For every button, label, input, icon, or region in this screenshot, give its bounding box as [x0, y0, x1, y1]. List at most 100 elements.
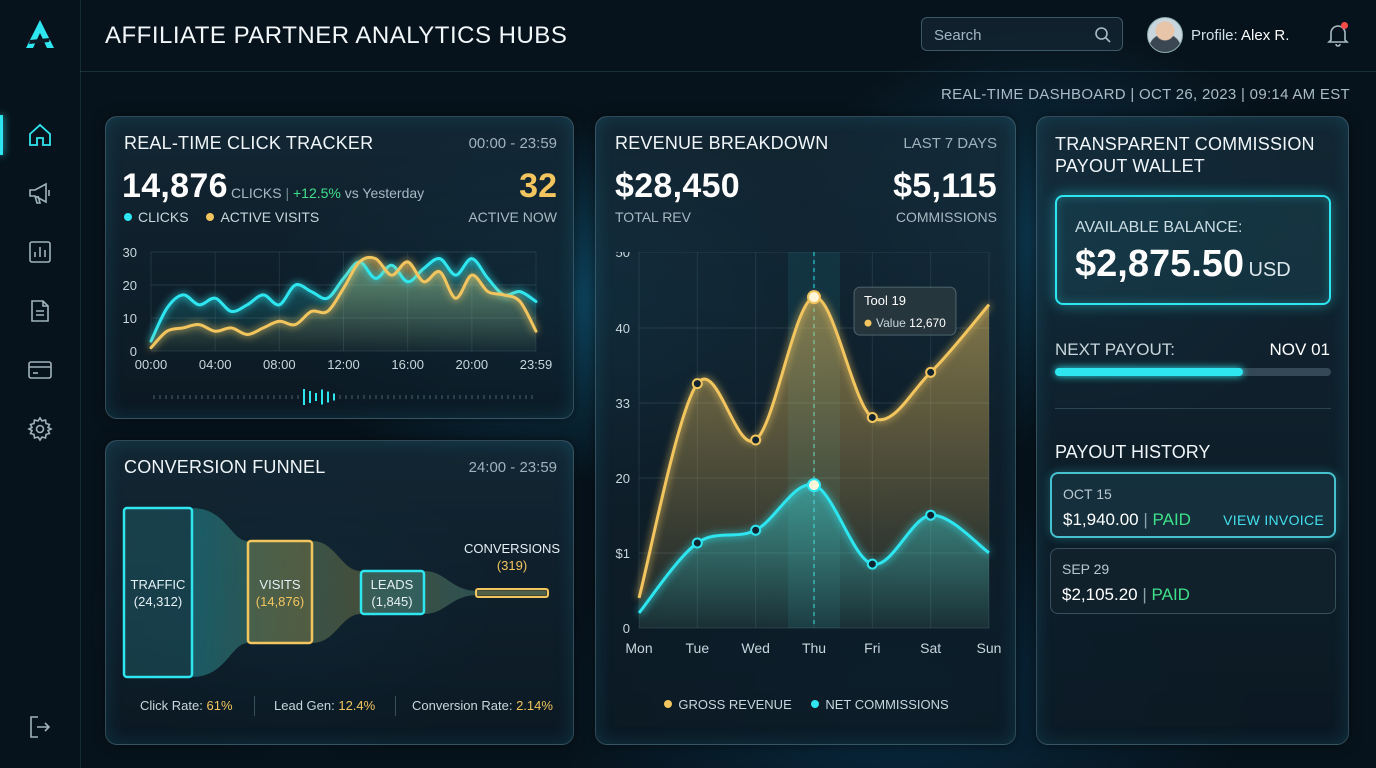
click-tracker-range[interactable]: 00:00 - 23:59 [468, 135, 557, 152]
funnel-stage-leads[interactable] [359, 569, 426, 616]
funnel-stage-visits[interactable] [246, 539, 314, 645]
payout-amount-value: $2,105.20 [1062, 585, 1138, 604]
sidebar-item-documents[interactable] [0, 289, 80, 333]
y-tick-label: 33 [616, 396, 630, 411]
megaphone-icon [29, 182, 50, 204]
document-icon [31, 300, 49, 322]
revenue-range[interactable]: LAST 7 DAYS [903, 135, 997, 152]
click-tracker-title: REAL-TIME CLICK TRACKER [124, 133, 374, 153]
tooltip-box [853, 286, 957, 336]
sidebar [0, 0, 81, 768]
y-tick-label: 10 [123, 311, 137, 326]
logout-button[interactable] [0, 705, 80, 749]
balance-amount: $2,875.50 USD [1075, 243, 1291, 286]
dashboard-timestamp: REAL-TIME DASHBOARD | OCT 26, 2023 | 09:… [940, 86, 1350, 103]
profile-menu[interactable]: Profile: Alex R. [1191, 27, 1289, 44]
stat-conversion-rate: Conversion Rate: 2.14% [412, 698, 553, 713]
x-tick-label: Thu [802, 640, 826, 656]
funnel-value-visits: (14,876) [256, 594, 304, 609]
funnel-graphic: TRAFFIC (24,312) VISITS (14,876) LEADS (… [122, 506, 560, 679]
payout-status: PAID [1152, 510, 1191, 529]
funnel-label-visits: VISITS [259, 577, 301, 592]
payout-date: OCT 15 [1063, 486, 1112, 502]
wallet-title-line1: TRANSPARENT COMMISSION [1055, 134, 1315, 154]
data-point [807, 478, 821, 493]
total-revenue-label: TOTAL REV [615, 209, 691, 225]
funnel-range[interactable]: 24:00 - 23:59 [468, 459, 557, 476]
next-payout-progress-fill [1055, 368, 1243, 376]
payout-wallet-card: TRANSPARENT COMMISSION PAYOUT WALLET AVA… [1036, 116, 1349, 745]
x-tick-label: 20:00 [456, 357, 489, 372]
wallet-title: TRANSPARENT COMMISSION PAYOUT WALLET [1055, 133, 1315, 177]
series-line-clicks [149, 257, 538, 343]
y-tick-label: 20 [123, 278, 137, 293]
legend-clicks: CLICKS [138, 209, 189, 225]
commissions-label: COMMISSIONS [895, 209, 997, 225]
x-tick-label: 00:00 [135, 357, 168, 372]
stat-lead-gen-value: 12.4% [338, 698, 376, 713]
y-tick-label: 50 [616, 252, 630, 260]
x-tick-label: Tue [686, 640, 710, 656]
avatar[interactable] [1147, 17, 1183, 53]
data-point [925, 366, 937, 378]
clicks-summary: CLICKS | +12.5% vs Yesterday [231, 185, 425, 201]
logout-icon [30, 716, 51, 738]
wallet-title-line2: PAYOUT WALLET [1055, 156, 1205, 176]
sidebar-item-home[interactable] [0, 113, 80, 157]
y-tick-label: 40 [616, 321, 630, 336]
x-tick-label: Fri [864, 640, 880, 656]
payout-history-item[interactable]: OCT 15 $1,940.00 | PAID VIEW INVOICE [1050, 472, 1336, 538]
x-tick-label: Mon [625, 640, 652, 656]
series-area [639, 484, 989, 628]
profile-prefix: Profile: [1191, 27, 1238, 44]
click-tracker-legend: CLICKS ACTIVE VISITS [124, 209, 319, 225]
legend-visits: ACTIVE VISITS [220, 209, 320, 225]
click-tracker-card: REAL-TIME CLICK TRACKER 00:00 - 23:59 14… [105, 116, 574, 419]
revenue-breakdown-card: REVENUE BREAKDOWN LAST 7 DAYS $28,450 TO… [595, 116, 1016, 745]
payout-history-item[interactable]: SEP 29 $2,105.20 | PAID [1050, 548, 1336, 614]
sidebar-item-campaigns[interactable] [0, 171, 80, 215]
funnel-stage-conversions[interactable] [475, 588, 549, 598]
funnel-label-leads: LEADS [371, 577, 414, 592]
clicks-label: CLICKS [231, 185, 282, 201]
stat-conversion-rate-label: Conversion Rate: [412, 698, 513, 713]
funnel-label-traffic: TRAFFIC [131, 577, 186, 592]
revenue-title: REVENUE BREAKDOWN [615, 133, 829, 153]
clicks-change: +12.5% [293, 185, 341, 201]
legend-gross: GROSS REVENUE [678, 697, 792, 712]
x-tick-label: 08:00 [263, 357, 296, 372]
series-line-active-visits [149, 255, 538, 350]
payout-amount: $1,940.00 | PAID [1063, 510, 1191, 529]
y-tick-label: 0 [130, 344, 137, 359]
search-input[interactable] [932, 24, 1086, 46]
clicks-change-suffix: vs Yesterday [344, 185, 425, 201]
click-tracker-chart[interactable]: 0 10 20 30 00:00 04:00 08:00 12:00 16:00 20:00 23:… [106, 237, 575, 412]
stat-click-rate-value: 61% [206, 698, 233, 713]
search-icon[interactable] [1094, 26, 1112, 44]
search-box[interactable] [921, 17, 1123, 51]
clicks-value: 14,876 [122, 167, 228, 205]
sidebar-item-reports[interactable] [0, 230, 80, 274]
profile-name: Alex R. [1241, 27, 1290, 44]
chart-tooltip: Tool 19 Value 12,670 [853, 286, 957, 336]
tooltip-value: Value 12,670 [876, 316, 946, 330]
home-icon [29, 123, 51, 146]
notification-badge [1341, 22, 1348, 29]
view-invoice-link[interactable]: VIEW INVOICE [1223, 512, 1324, 528]
payout-amount-value: $1,940.00 [1063, 510, 1139, 529]
funnel-title: CONVERSION FUNNEL [124, 457, 326, 477]
stat-divider [254, 696, 255, 716]
tooltip-dot [864, 319, 872, 327]
revenue-chart[interactable]: 0 $1 20 33 40 50 Mon Tue Wed Thu Fri Sat Sun Tool 19 V… [596, 252, 1017, 722]
series-area [151, 258, 536, 351]
sidebar-item-payments[interactable] [0, 348, 80, 392]
bar-chart-icon [29, 241, 51, 263]
funnel-stage-traffic[interactable] [122, 506, 194, 679]
y-tick-label: 0 [623, 621, 630, 636]
legend-dot-clicks [124, 213, 132, 221]
app-logo-icon[interactable] [22, 16, 58, 52]
stat-lead-gen: Lead Gen: 12.4% [274, 698, 375, 713]
funnel-label-conversions: CONVERSIONS [464, 541, 560, 556]
legend-dot-visits [206, 213, 215, 221]
sidebar-item-settings[interactable] [0, 407, 80, 451]
